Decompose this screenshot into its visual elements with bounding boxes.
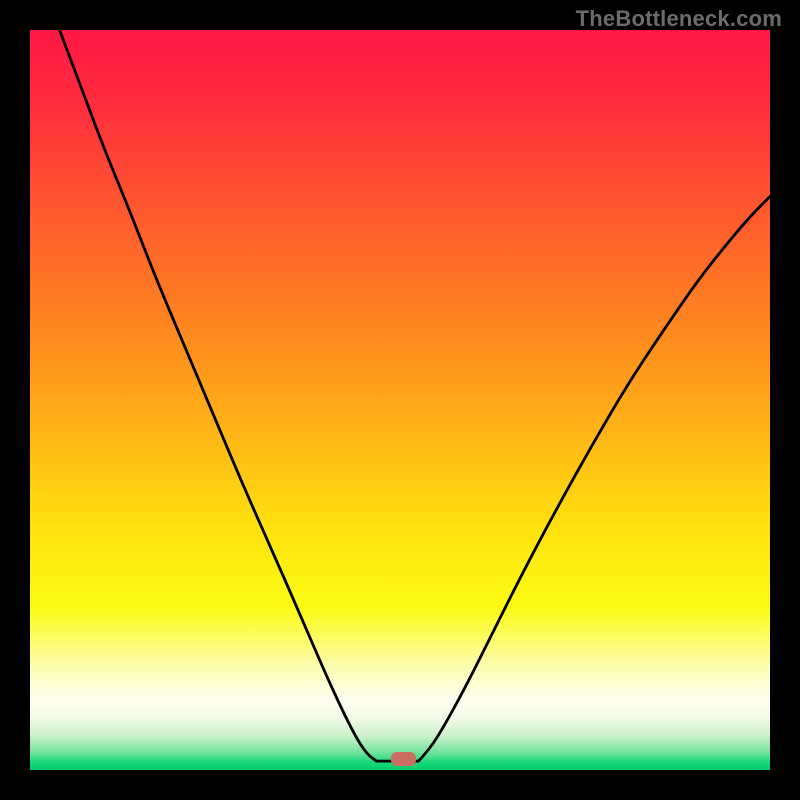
chart-frame: TheBottleneck.com xyxy=(0,0,800,800)
minimum-marker xyxy=(391,752,416,767)
curve-svg xyxy=(30,30,770,770)
plot-area xyxy=(30,30,770,770)
watermark-text: TheBottleneck.com xyxy=(576,6,782,32)
bottleneck-curve xyxy=(60,30,770,761)
